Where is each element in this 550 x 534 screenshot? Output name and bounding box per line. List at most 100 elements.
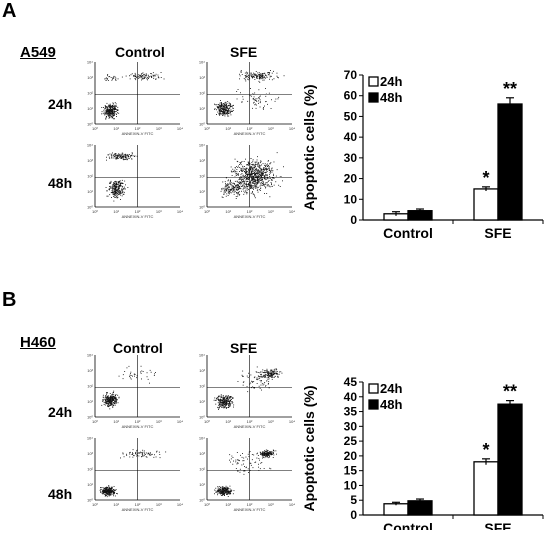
flow-x-tick-label: 10⁰: [92, 209, 98, 214]
flow-event-dot: [223, 487, 225, 489]
flow-event-dot: [109, 112, 111, 114]
flow-event-dot: [271, 376, 273, 378]
flow-event-dot: [110, 492, 112, 494]
flow-event-dot: [267, 168, 269, 169]
flow-event-dot: [109, 186, 110, 187]
flow-event-dot: [147, 79, 148, 81]
flow-event-dot: [107, 405, 108, 407]
flow-event-dot: [250, 88, 251, 89]
flow-event-dot: [122, 192, 123, 194]
flow-y-tick-label: 10³: [199, 75, 205, 80]
flow-event-dot: [134, 72, 136, 74]
flow-event-dot: [135, 452, 136, 454]
flow-event-dot: [220, 401, 222, 403]
flow-event-dot: [115, 113, 117, 115]
flow-event-dot: [233, 185, 235, 187]
flow-event-dot: [227, 191, 229, 193]
flow-event-dot: [217, 104, 219, 105]
flow-y-tick-label: 10³: [87, 75, 93, 80]
flow-event-dot: [266, 451, 267, 452]
flow-event-dot: [228, 115, 230, 117]
flow-event-dot: [260, 374, 262, 375]
flow-event-dot: [230, 106, 231, 108]
flow-event-dot: [246, 375, 248, 377]
flow-event-dot: [222, 492, 224, 494]
flow-event-dot: [230, 170, 232, 172]
flow-event-dot: [218, 403, 220, 405]
flow-event-dot: [231, 175, 233, 176]
flow-event-dot: [229, 111, 231, 113]
flow-event-dot: [121, 190, 123, 192]
flow-event-dot: [281, 372, 283, 374]
flow-event-dot: [223, 396, 225, 398]
flow-event-dot: [226, 486, 228, 488]
flow-event-dot: [247, 187, 248, 189]
flow-event-dot: [154, 454, 155, 456]
flow-event-dot: [247, 174, 249, 176]
flow-event-dot: [225, 399, 226, 401]
flow-event-dot: [231, 455, 233, 457]
flow-event-dot: [221, 113, 223, 115]
flow-event-dot: [264, 72, 266, 74]
flow-plot-6: 10⁰10⁰10¹10¹10²10²10³10³10⁴10⁴ANNEXIN-V …: [199, 353, 296, 430]
flow-event-dot: [257, 176, 258, 178]
flow-event-dot: [145, 76, 147, 78]
flow-event-dot: [107, 195, 109, 197]
flow-event-dot: [218, 400, 220, 402]
flow-event-dot: [273, 453, 274, 454]
flow-event-dot: [251, 172, 252, 174]
flow-x-tick-label: 10³: [268, 209, 274, 214]
flow-event-dot: [256, 168, 258, 170]
flow-event-dot: [279, 176, 281, 178]
flow-event-dot: [214, 489, 216, 491]
flow-event-dot: [219, 490, 221, 492]
flow-event-dot: [255, 177, 257, 179]
flow-event-dot: [247, 174, 248, 176]
flow-event-dot: [113, 108, 115, 110]
flow-event-dot: [265, 186, 267, 188]
flow-event-dot: [267, 452, 269, 454]
flow-event-dot: [217, 111, 219, 113]
flow-event-dot: [237, 187, 238, 189]
flow-event-dot: [241, 181, 243, 182]
flow-event-dot: [230, 401, 232, 403]
flow-event-dot: [243, 169, 244, 171]
flow-event-dot: [241, 170, 243, 172]
flow-event-dot: [223, 400, 225, 401]
flow-event-dot: [228, 397, 230, 399]
flow-event-dot: [116, 197, 118, 199]
flow-event-dot: [222, 489, 224, 491]
flow-event-dot: [241, 374, 243, 376]
flow-event-dot: [240, 182, 242, 184]
flow-event-dot: [256, 169, 258, 171]
flow-event-dot: [105, 78, 107, 79]
flow-event-dot: [235, 185, 236, 187]
flow-y-tick-label: 10¹: [199, 482, 205, 487]
flow-event-dot: [277, 376, 279, 378]
flow-event-dot: [256, 183, 257, 185]
flow-x-tick-label: 10⁰: [204, 126, 210, 131]
flow-event-dot: [270, 453, 272, 455]
flow-event-dot: [238, 189, 239, 191]
flow-event-dot: [225, 399, 227, 401]
flow-event-dot: [258, 181, 260, 182]
flow-event-dot: [115, 395, 116, 397]
flow-event-dot: [113, 191, 114, 193]
flow-event-dot: [222, 105, 224, 107]
flow-event-dot: [256, 383, 258, 384]
flow-event-dot: [220, 394, 222, 396]
flow-event-dot: [244, 177, 246, 179]
flow-event-dot: [219, 111, 221, 113]
flow-event-dot: [268, 74, 270, 76]
flow-event-dot: [218, 490, 219, 492]
flow-event-dot: [147, 76, 149, 78]
flow-event-dot: [220, 105, 222, 107]
flow-event-dot: [220, 494, 222, 496]
flow-event-dot: [269, 78, 270, 80]
flow-event-dot: [238, 192, 240, 194]
flow-event-dot: [228, 183, 229, 185]
flow-event-dot: [143, 454, 145, 456]
flow-event-dot: [114, 153, 116, 155]
bar-24h-control: [383, 503, 409, 516]
